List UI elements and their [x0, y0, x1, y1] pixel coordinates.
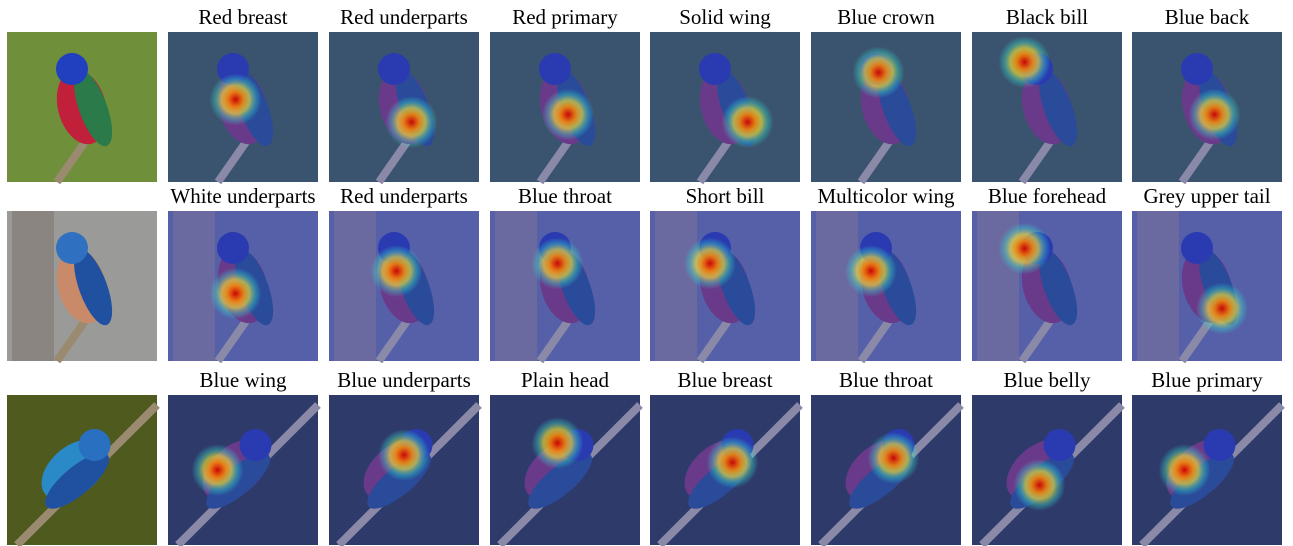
bird-head: [539, 53, 571, 85]
bird-wing: [528, 453, 593, 509]
attribute-label: Blue wing: [200, 368, 287, 392]
heat-spot: [385, 96, 438, 148]
heat-spot: [867, 432, 920, 484]
feeder-post: [12, 211, 54, 361]
bird-wing: [1039, 70, 1078, 147]
feeder-post: [495, 211, 537, 361]
heat-spot: [531, 417, 584, 469]
heat-spot: [998, 36, 1051, 88]
attribute-label: Red underparts: [340, 184, 468, 208]
feeder-post: [173, 211, 215, 361]
attribute-label: Black bill: [1006, 5, 1088, 29]
input-image: [7, 211, 157, 364]
bird-head: [699, 53, 731, 85]
heat-spot: [370, 245, 423, 297]
heat-spot: [209, 73, 262, 126]
heat-spot: [1188, 88, 1241, 141]
attention-map: [650, 395, 803, 546]
heat-spot: [1158, 444, 1211, 496]
attention-map: [329, 395, 482, 546]
attention-map: [1132, 32, 1282, 185]
attribute-label: Short bill: [686, 184, 765, 208]
bird-wing: [74, 70, 113, 147]
attribute-label: Blue crown: [837, 5, 935, 29]
bird-head: [217, 232, 249, 264]
attention-map: [1132, 395, 1285, 546]
feeder-post: [655, 211, 697, 361]
attention-map: [811, 395, 964, 546]
bird-wing: [74, 249, 113, 326]
heat-spot: [721, 96, 774, 148]
attention-map: [490, 395, 643, 546]
attribute-label: Blue throat: [518, 184, 612, 208]
bird-head: [78, 429, 111, 461]
attribute-label: Blue throat: [839, 368, 933, 392]
attention-map: [1132, 211, 1282, 364]
attribute-label: White underparts: [170, 184, 315, 208]
input-image: [7, 32, 157, 185]
attribute-label: Red underparts: [340, 5, 468, 29]
attention-map: [490, 32, 640, 185]
attribute-label: Red primary: [512, 5, 618, 29]
attribute-label: Blue breast: [677, 368, 772, 392]
heat-spot: [531, 237, 584, 290]
attention-map: [329, 211, 479, 364]
attention-map: [329, 32, 479, 185]
bird-wing: [1039, 249, 1078, 326]
heat-spot: [191, 444, 244, 496]
heat-spot: [209, 267, 262, 320]
bird-head: [1181, 53, 1213, 85]
heat-spot: [378, 429, 430, 481]
bird-head: [1181, 232, 1213, 264]
attribute-label: Multicolor wing: [817, 184, 955, 208]
heat-spot: [684, 237, 736, 290]
heat-spot: [1013, 459, 1066, 511]
attention-map: [972, 32, 1122, 185]
attribute-label: Solid wing: [679, 5, 771, 29]
attribute-label: Blue underparts: [337, 368, 471, 392]
attribute-label: Blue primary: [1151, 368, 1263, 392]
attention-map: [972, 211, 1122, 364]
heat-spot: [706, 436, 759, 489]
input-image: [7, 395, 160, 546]
heat-spot: [845, 245, 897, 297]
bird-head: [1203, 429, 1236, 461]
feeder-post: [334, 211, 376, 361]
heat-spot: [542, 88, 594, 141]
attention-map: [168, 395, 321, 546]
attention-map: [972, 395, 1125, 546]
attribute-label: Plain head: [521, 368, 610, 392]
feeder-post: [1137, 211, 1179, 361]
bird-head: [56, 53, 88, 85]
bird-head: [56, 232, 88, 264]
attention-map: [811, 32, 961, 185]
attribute-label: Blue forehead: [988, 184, 1107, 208]
bird-head: [1043, 429, 1076, 461]
attribute-label: Blue back: [1165, 5, 1250, 29]
heat-spot: [852, 46, 905, 99]
attention-map: [168, 32, 318, 185]
bird-head: [239, 429, 272, 461]
heat-spot: [998, 222, 1051, 275]
attention-map: [650, 32, 800, 185]
bird-head: [378, 53, 410, 85]
attribute-label: Red breast: [198, 5, 287, 29]
attribute-label: Blue belly: [1004, 368, 1091, 392]
heat-spot: [1196, 282, 1248, 335]
attention-map: [650, 211, 800, 364]
attribute-label: Grey upper tail: [1143, 184, 1270, 208]
attention-map: [811, 211, 961, 364]
attention-map: [168, 211, 318, 364]
bird-wing: [45, 453, 110, 509]
attention-map: [490, 211, 640, 364]
